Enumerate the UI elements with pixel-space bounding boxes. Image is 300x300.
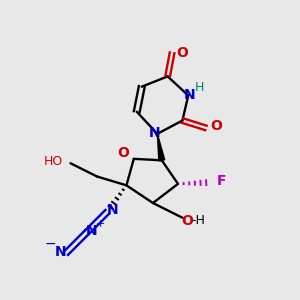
Text: F: F xyxy=(217,174,226,188)
Text: O: O xyxy=(181,214,193,228)
Text: N: N xyxy=(149,126,161,140)
Text: +: + xyxy=(96,219,106,229)
Text: N: N xyxy=(55,244,67,259)
Text: N: N xyxy=(86,224,98,238)
Text: N: N xyxy=(107,203,118,218)
Text: O: O xyxy=(176,46,188,60)
Text: -H: -H xyxy=(192,214,206,227)
Polygon shape xyxy=(158,134,165,161)
Text: O: O xyxy=(118,146,129,160)
Text: O: O xyxy=(210,119,222,134)
Text: −: − xyxy=(45,237,57,251)
Text: N: N xyxy=(184,88,196,102)
Text: HO: HO xyxy=(44,155,63,168)
Text: H: H xyxy=(195,81,204,94)
